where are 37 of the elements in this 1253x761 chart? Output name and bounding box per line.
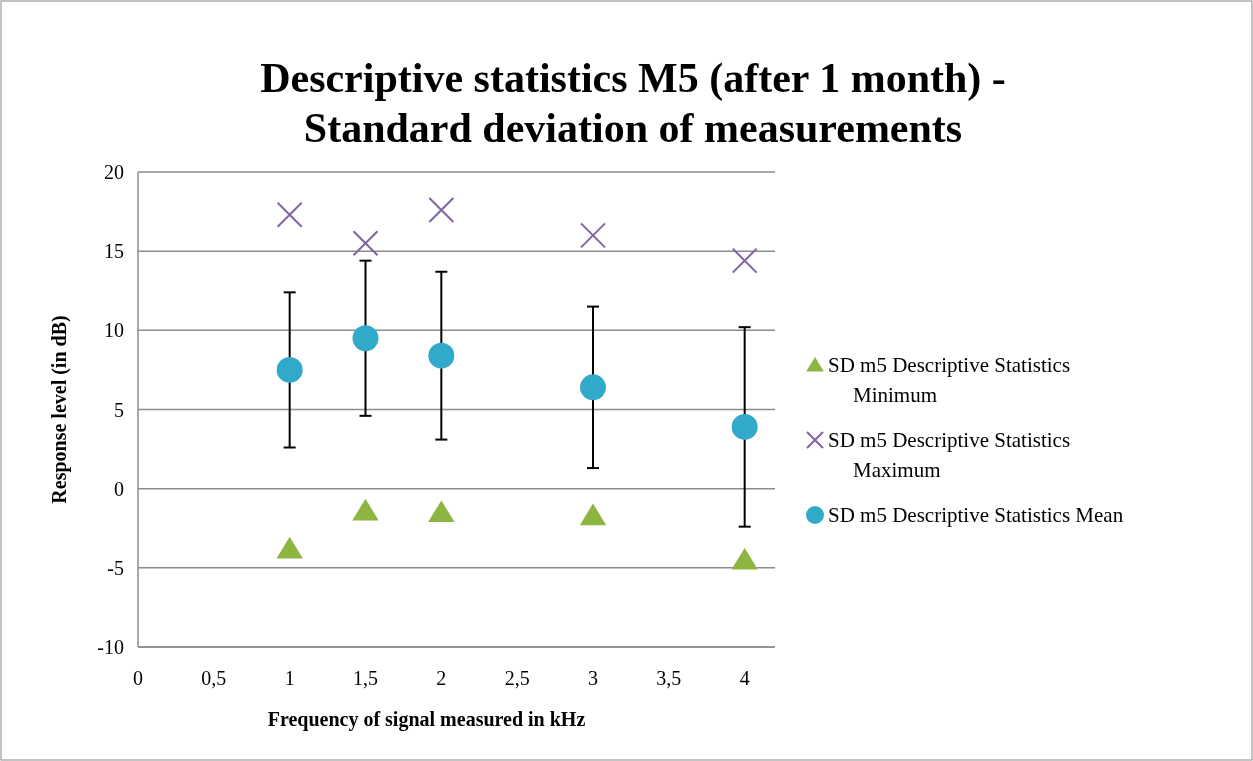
point [579, 503, 607, 526]
chart-title: Descriptive statistics M5 (after 1 month) - Standard deviation of measurements [260, 55, 1006, 151]
point [428, 342, 455, 369]
point [428, 197, 455, 223]
x-tick-label: 4 [739, 667, 750, 689]
point [276, 536, 303, 559]
point [580, 222, 606, 249]
y-tick-label: 5 [114, 398, 124, 421]
point [352, 230, 379, 257]
legend-label: SD m5 Descriptive Statistics Minimum [828, 353, 1071, 408]
x-tick-label: 1 [284, 667, 295, 689]
point [352, 498, 379, 521]
y-tick-label: 15 [104, 240, 124, 263]
point [352, 325, 379, 352]
x-axis-title: Frequency of signal measured in kHz [267, 708, 586, 731]
point [428, 500, 455, 523]
point [276, 201, 303, 228]
y-axis-title: Response level (in dB) [48, 315, 71, 504]
x-tick-label: 2,5 [504, 667, 530, 689]
point [276, 356, 303, 383]
point [731, 247, 758, 274]
y-tick-label: 0 [114, 477, 124, 500]
point [731, 413, 758, 440]
x-tick-label: 2 [436, 667, 447, 689]
x-tick-label: 0,5 [201, 667, 227, 689]
y-tick-label: -10 [97, 636, 124, 658]
y-tick-label: 10 [104, 319, 124, 342]
point [731, 547, 758, 570]
x-tick-label: 1,5 [353, 667, 378, 689]
y-tick-label: 20 [104, 161, 124, 183]
x-tick-label: 0 [133, 667, 143, 689]
legend-label: SD m5 Descriptive Statistics Mean [828, 503, 1124, 528]
x-tick-label: 3,5 [656, 667, 682, 689]
point [580, 374, 606, 401]
y-tick-label: -5 [107, 556, 124, 579]
legend-label: SD m5 Descriptive Statistics Maximum [828, 428, 1071, 483]
x-tick-label: 3 [588, 667, 598, 689]
